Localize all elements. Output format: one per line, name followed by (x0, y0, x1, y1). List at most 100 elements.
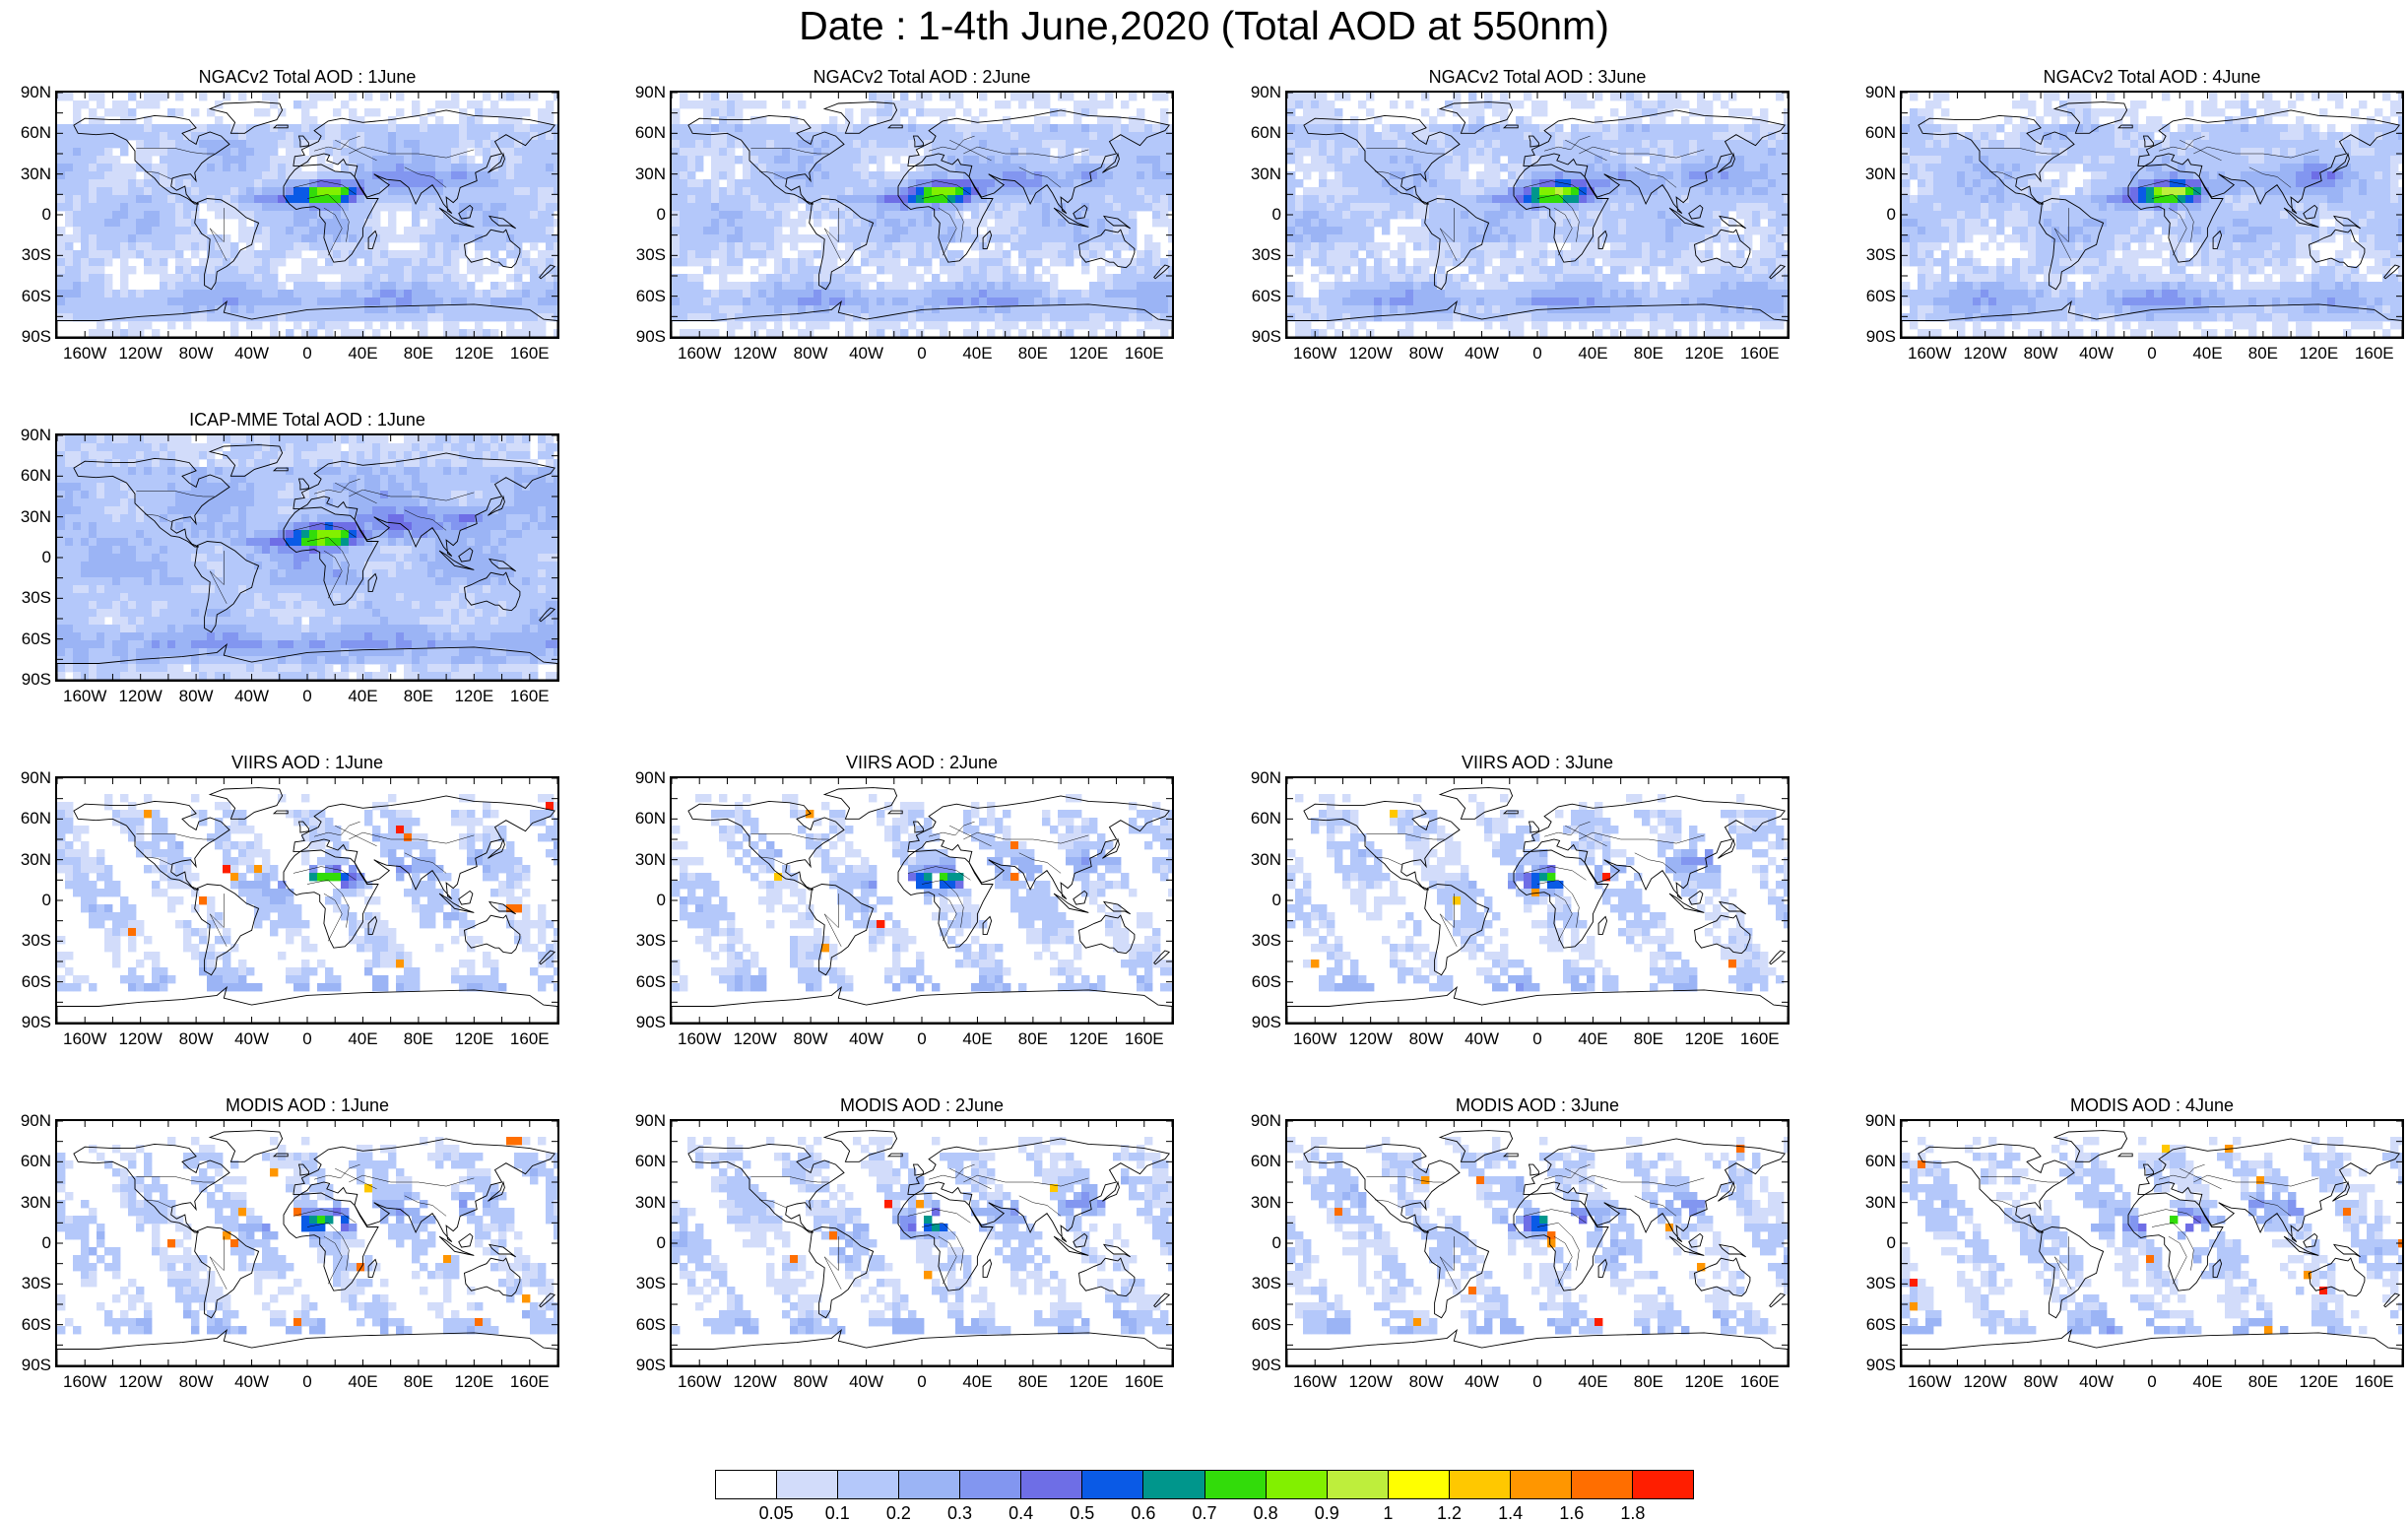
coastline-borneo (1073, 204, 1088, 220)
country-border (1565, 825, 1607, 847)
country-border (314, 478, 360, 495)
lon-tick-label: 120W (118, 1029, 163, 1048)
lon-tick-label: 80W (793, 1372, 828, 1391)
lon-tick-label: 40W (234, 344, 270, 363)
lat-tick-label: 60N (20, 1152, 51, 1171)
lat-tick-label: 90S (1865, 1356, 1896, 1374)
coastline-northAmerica (73, 457, 230, 548)
coastline-borneo (458, 547, 474, 563)
coastline-northAmerica (1918, 1143, 2075, 1233)
aod-map (57, 1121, 557, 1365)
coastline-greenland (2052, 1130, 2128, 1162)
coastline-southAmerica (809, 884, 875, 976)
lat-tick-label: 90S (21, 1013, 51, 1031)
coastline-southAmerica (809, 198, 875, 291)
lon-tick-label: 120E (1069, 1029, 1109, 1048)
map-panel: VIIRS AOD : 1June 90N 60N 30N 0 30S 60S 90S 160W… (21, 753, 559, 1060)
coastline-newGuinea (1102, 900, 1131, 915)
map-frame (1285, 91, 1790, 339)
lon-tick-label: 0 (917, 344, 927, 363)
coastline-eurasia (293, 109, 555, 214)
map-panel: ICAP-MME Total AOD : 1June 90N 60N 30N 0 30S 6… (21, 410, 559, 717)
country-border (335, 1167, 377, 1190)
map-frame (55, 1119, 559, 1367)
coastline-newZealand (539, 950, 556, 965)
lat-tick-label: 90S (21, 327, 51, 346)
lon-tick-label: 120W (118, 344, 163, 363)
country-border (758, 170, 788, 180)
lon-tick-label: 40E (1578, 1372, 1608, 1391)
lon-tick-label: 80W (178, 687, 214, 705)
colorbar-swatch (838, 1471, 900, 1498)
lat-tick-label: 60S (1865, 1314, 1896, 1334)
lat-tick-label: 90S (635, 1013, 666, 1031)
coastline-madagascar (367, 230, 378, 249)
country-border (323, 893, 343, 942)
colorbar-swatch (777, 1471, 839, 1498)
coastline-southAmerica (194, 541, 260, 633)
lat-tick-label: 60S (1251, 1314, 1281, 1334)
lon-tick-label: 40E (348, 687, 378, 705)
lon-tick-label: 160E (1124, 1372, 1164, 1391)
lon-tick-label: 120E (1684, 1372, 1725, 1391)
coastline-eurasia (2137, 1138, 2400, 1242)
lat-tick-label: 0 (656, 1233, 666, 1252)
country-border (2159, 1163, 2205, 1180)
country-border (1565, 139, 1607, 162)
lon-tick-label: 40W (849, 1029, 884, 1048)
lat-tick-label: 30S (1865, 1274, 1896, 1293)
coastline-eurasia (907, 795, 1170, 899)
coastline-newZealand (539, 264, 556, 280)
lat-tick-label: 30N (20, 164, 51, 183)
coastline-antarctica (57, 642, 557, 680)
lon-tick-label: 40E (2192, 344, 2223, 363)
coastline-southAmerica (194, 1226, 260, 1319)
country-border (293, 180, 357, 195)
lat-tick-label: 90S (1251, 327, 1281, 346)
country-border (1553, 207, 1573, 256)
country-border (1544, 135, 1591, 152)
lon-tick-label: 160E (2354, 344, 2394, 363)
colorbar-swatch (1327, 1471, 1389, 1498)
lon-tick-label: 120W (118, 687, 163, 705)
colorbar-label: 0.1 (824, 1503, 850, 1523)
lat-tick-label: 30N (634, 1192, 666, 1212)
coastline-africa (1513, 164, 1609, 263)
lat-tick-label: 0 (41, 548, 51, 566)
lon-tick-label: 160E (1124, 1029, 1164, 1048)
map-panel: MODIS AOD : 4June 90N 60N 30N 0 30S 60S 90S 160W… (1865, 1095, 2404, 1403)
coastline-australia (1694, 229, 1751, 269)
panel-title: NGACv2 Total AOD : 4June (2043, 67, 2261, 87)
map-frame (1900, 91, 2404, 339)
coastline-northAmerica (687, 114, 845, 205)
lat-tick-label: 90S (21, 1356, 51, 1374)
lat-tick-label: 60N (1864, 123, 1896, 143)
coastline-antarctica (672, 1328, 1172, 1365)
colorbar-label: 0.2 (885, 1503, 911, 1523)
coastline-eurasia (2137, 109, 2400, 214)
country-border (136, 491, 215, 497)
coastline-japan (488, 1180, 505, 1202)
coastline-newZealand (539, 607, 556, 623)
lat-tick-label: 90N (20, 426, 51, 444)
country-border (1536, 194, 1580, 242)
coastline-eurasia (293, 1138, 555, 1242)
coastline-madagascar (1597, 1258, 1608, 1278)
coastline-newGuinea (1718, 900, 1746, 915)
country-border (1018, 1195, 1062, 1217)
country-border (963, 146, 1089, 159)
lat-tick-label: 90N (20, 768, 51, 787)
coastline-madagascar (2212, 230, 2223, 249)
lon-tick-label: 40E (962, 1372, 993, 1391)
lon-tick-label: 40W (1464, 1029, 1500, 1048)
aod-map (1287, 1121, 1788, 1365)
lat-tick-label: 0 (1886, 205, 1896, 224)
country-border (209, 208, 228, 261)
lon-tick-label: 40W (234, 687, 270, 705)
coastline-newZealand (1153, 1292, 1171, 1308)
coastline-greenland (208, 101, 284, 134)
coastline-ukBritain (297, 135, 309, 148)
coastline-borneo (1073, 1232, 1088, 1248)
lon-tick-label: 40E (348, 1029, 378, 1048)
coastline-africa (2127, 1192, 2224, 1291)
